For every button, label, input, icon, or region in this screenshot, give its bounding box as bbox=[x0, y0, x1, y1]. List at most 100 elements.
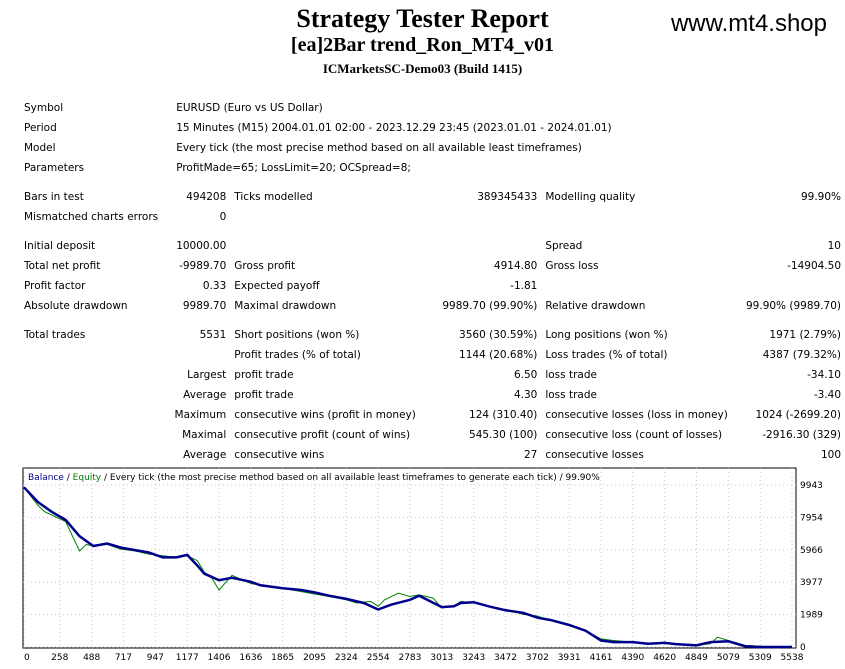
period-label: Period bbox=[24, 122, 57, 134]
y-tick-label: 7954 bbox=[800, 513, 823, 523]
pf-label: Profit factor bbox=[24, 280, 86, 292]
gross-profit-value: 4914.80 bbox=[493, 260, 538, 272]
row-maximal: Maximal consecutive profit (count of win… bbox=[20, 425, 845, 445]
model-label: Model bbox=[24, 142, 56, 154]
x-tick-label: 3931 bbox=[558, 653, 581, 663]
row-average: Average profit trade 4.30 loss trade -3.… bbox=[20, 385, 845, 405]
max-dd-label: Maximal drawdown bbox=[234, 300, 337, 312]
x-tick-label: 5079 bbox=[717, 653, 740, 663]
legend-equity: Equity bbox=[73, 473, 102, 483]
x-tick-label: 2324 bbox=[335, 653, 358, 663]
symbol-value: EURUSD (Euro vs US Dollar) bbox=[176, 102, 323, 114]
largest-profit-value: 6.50 bbox=[513, 369, 538, 381]
spread-value: 10 bbox=[827, 240, 841, 252]
bars-label: Bars in test bbox=[24, 191, 84, 203]
profit-trades-label: Profit trades (% of total) bbox=[234, 349, 361, 361]
avg-wins-value: 27 bbox=[523, 449, 538, 461]
model-value: Every tick (the most precise method base… bbox=[176, 142, 582, 154]
x-tick-label: 3702 bbox=[526, 653, 549, 663]
average-cons-label: Average bbox=[183, 449, 227, 461]
row-net: Total net profit -9989.70 Gross profit 4… bbox=[20, 256, 845, 276]
avg-loss-label: loss trade bbox=[545, 389, 597, 401]
maximal-loss-label: consecutive loss (count of losses) bbox=[545, 429, 723, 441]
row-pf: Profit factor 0.33 Expected payoff -1.81 bbox=[20, 276, 845, 296]
row-model: Model Every tick (the most precise metho… bbox=[20, 138, 845, 158]
largest-label: Largest bbox=[187, 369, 227, 381]
quality-value: 99.90% bbox=[800, 191, 841, 203]
x-tick-label: 4390 bbox=[621, 653, 644, 663]
max-cons-losses-label: consecutive losses (loss in money) bbox=[545, 409, 728, 421]
row-trades: Total trades 5531 Short positions (won %… bbox=[20, 325, 845, 345]
max-dd-value: 9989.70 (99.90%) bbox=[442, 300, 538, 312]
x-tick-label: 5538 bbox=[781, 653, 804, 663]
maximum-label: Maximum bbox=[174, 409, 227, 421]
x-tick-label: 4849 bbox=[685, 653, 708, 663]
net-label: Total net profit bbox=[24, 260, 101, 272]
row-maximum: Maximum consecutive wins (profit in mone… bbox=[20, 405, 845, 425]
legend-balance: Balance bbox=[28, 473, 64, 483]
parameters-value: ProfitMade=65; LossLimit=20; OCSpread=8; bbox=[176, 162, 411, 174]
ticks-label: Ticks modelled bbox=[234, 191, 313, 203]
avg-losses-label: consecutive losses bbox=[545, 449, 644, 461]
deposit-label: Initial deposit bbox=[24, 240, 96, 252]
long-label: Long positions (won %) bbox=[545, 329, 668, 341]
deposit-value: 10000.00 bbox=[176, 240, 227, 252]
expert-name: [ea]2Bar trend_Ron_MT4_v01 bbox=[290, 34, 555, 56]
x-tick-label: 4161 bbox=[590, 653, 613, 663]
row-parameters: Parameters ProfitMade=65; LossLimit=20; … bbox=[20, 158, 845, 178]
y-tick-label: 0 bbox=[800, 643, 806, 653]
x-tick-label: 3013 bbox=[430, 653, 453, 663]
largest-profit-label: profit trade bbox=[234, 369, 294, 381]
row-period: Period 15 Minutes (M15) 2004.01.01 02:00… bbox=[20, 118, 845, 138]
chart-grid bbox=[23, 468, 796, 648]
x-tick-label: 1406 bbox=[208, 653, 231, 663]
row-bars: Bars in test 494208 Ticks modelled 38934… bbox=[20, 187, 845, 207]
balance-line bbox=[23, 486, 792, 649]
short-value: 3560 (30.59%) bbox=[459, 329, 538, 341]
row-symbol: Symbol EURUSD (Euro vs US Dollar) bbox=[20, 98, 845, 118]
maximal-profit-label: consecutive profit (count of wins) bbox=[234, 429, 411, 441]
row-profit-trades: Profit trades (% of total) 1144 (20.68%)… bbox=[20, 345, 845, 365]
x-tick-label: 1865 bbox=[271, 653, 294, 663]
max-cons-wins-value: 124 (310.40) bbox=[469, 409, 538, 421]
loss-trades-label: Loss trades (% of total) bbox=[545, 349, 668, 361]
row-deposit: Initial deposit 10000.00 Spread 10 bbox=[20, 236, 845, 256]
y-tick-label: 9943 bbox=[800, 481, 823, 491]
abs-dd-value: 9989.70 bbox=[182, 300, 227, 312]
largest-loss-label: loss trade bbox=[545, 369, 597, 381]
x-tick-label: 3472 bbox=[494, 653, 517, 663]
x-tick-label: 2783 bbox=[398, 653, 421, 663]
max-cons-losses-value: 1024 (-2699.20) bbox=[755, 409, 841, 421]
maximal-loss-value: -2916.30 (329) bbox=[762, 429, 841, 441]
trades-value: 5531 bbox=[199, 329, 227, 341]
y-axis-ticks: 9943 7954 5966 3977 1989 0 bbox=[800, 481, 823, 653]
payoff-value: -1.81 bbox=[510, 280, 538, 292]
x-tick-label: 258 bbox=[51, 653, 68, 663]
gross-loss-value: -14904.50 bbox=[787, 260, 841, 272]
plot-frame bbox=[22, 467, 797, 649]
payoff-label: Expected payoff bbox=[234, 280, 320, 292]
x-tick-label: 4620 bbox=[653, 653, 676, 663]
mismatch-label: Mismatched charts errors bbox=[24, 211, 159, 223]
avg-losses-value: 100 bbox=[820, 449, 841, 461]
y-tick-label: 1989 bbox=[800, 611, 823, 621]
gross-profit-label: Gross profit bbox=[234, 260, 296, 272]
short-label: Short positions (won %) bbox=[234, 329, 360, 341]
row-mismatch: Mismatched charts errors 0 bbox=[20, 207, 845, 227]
parameters-label: Parameters bbox=[24, 162, 85, 174]
legend-description: / Every tick (the most precise method ba… bbox=[101, 473, 600, 483]
avg-wins-label: consecutive wins bbox=[234, 449, 325, 461]
server-info: ICMarketsSC-Demo03 (Build 1415) bbox=[322, 61, 523, 76]
row-average-cons: Average consecutive wins 27 consecutive … bbox=[20, 445, 845, 465]
symbol-label: Symbol bbox=[24, 102, 64, 114]
x-tick-label: 1636 bbox=[239, 653, 262, 663]
ticks-value: 389345433 bbox=[477, 191, 538, 203]
loss-trades-value: 4387 (79.32%) bbox=[762, 349, 841, 361]
watermark: www.mt4.shop bbox=[670, 10, 827, 37]
x-tick-label: 3243 bbox=[462, 653, 485, 663]
x-tick-label: 1177 bbox=[176, 653, 199, 663]
quality-label: Modelling quality bbox=[545, 191, 636, 203]
max-cons-wins-label: consecutive wins (profit in money) bbox=[234, 409, 416, 421]
avg-profit-value: 4.30 bbox=[513, 389, 538, 401]
y-tick-label: 5966 bbox=[800, 546, 823, 556]
